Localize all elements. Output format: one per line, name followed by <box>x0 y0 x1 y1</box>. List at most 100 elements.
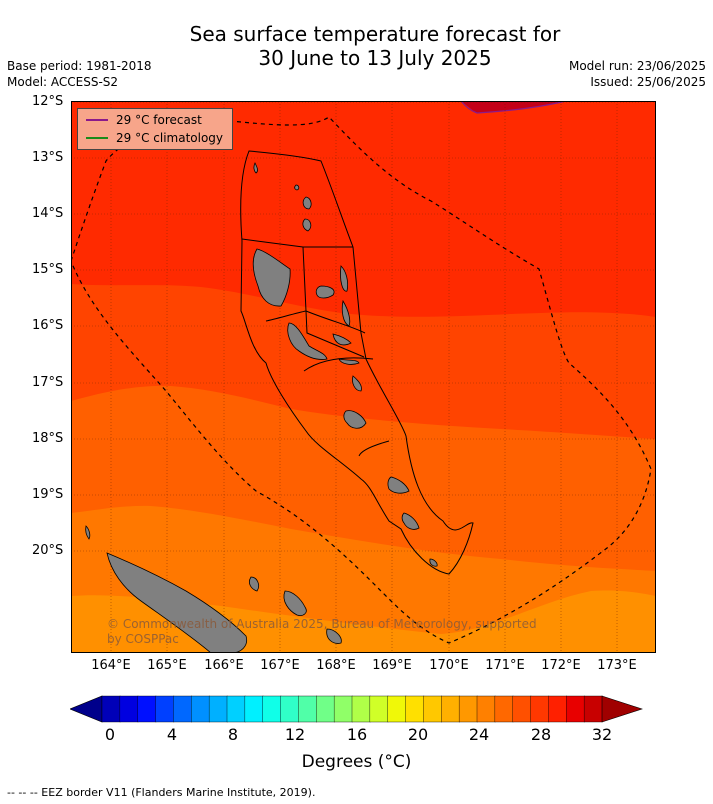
lat-label-18s: 18°S <box>32 431 64 446</box>
title: Sea surface temperature forecast for 30 … <box>0 22 713 70</box>
lon-label-168e: 168°E <box>316 658 356 673</box>
colorbar-tick-0: 0 <box>104 725 116 744</box>
colorbar-extend-high <box>601 695 643 723</box>
island-erromango <box>387 476 410 494</box>
island-espiritu-santo <box>252 248 291 307</box>
landmasses <box>85 162 438 653</box>
colorbar-tick-4: 4 <box>166 725 178 744</box>
legend-climatology-label: 29 °C climatology <box>116 131 224 145</box>
map-frame <box>71 101 656 653</box>
colorbar-swatch <box>119 695 139 723</box>
lon-label-165e: 165°E <box>147 658 187 673</box>
legend-forecast-label: 29 °C forecast <box>116 113 202 127</box>
colorbar-swatch <box>226 695 246 723</box>
title-line-1: Sea surface temperature forecast for <box>189 22 561 46</box>
colorbar-swatch <box>155 695 175 723</box>
lon-label-171e: 171°E <box>485 658 525 673</box>
model-run: Model run: 23/06/2025 <box>568 59 706 73</box>
island-ouvea <box>249 576 259 592</box>
colorbar-swatch <box>173 695 192 723</box>
island-epi <box>338 358 360 365</box>
island-lifou <box>283 590 307 616</box>
model-name: Model: ACCESS-S2 <box>7 75 119 89</box>
island-tanna <box>401 512 420 530</box>
colorbar-swatch <box>244 695 264 723</box>
lon-label-169e: 169°E <box>372 658 412 673</box>
colorbar-extend-low <box>70 695 103 723</box>
colorbar-tick-12: 12 <box>284 725 306 744</box>
base-period: Base period: 1981-2018 <box>7 59 152 73</box>
island-vanua-lava <box>302 196 312 210</box>
colorbar-swatch <box>566 695 585 723</box>
lon-label-167e: 167°E <box>260 658 300 673</box>
colorbar-swatch <box>280 695 300 723</box>
forecast-29c-contour <box>460 101 567 114</box>
island-maewo <box>340 265 349 292</box>
legend-row-climatology: 29 °C climatology <box>86 130 223 146</box>
legend-row-forecast: 29 °C forecast <box>86 112 202 128</box>
colorbar-swatch <box>351 695 371 723</box>
island-belep <box>85 525 91 540</box>
lat-label-16s: 16°S <box>32 318 64 333</box>
colorbar-swatch <box>476 695 496 723</box>
colorbar-swatch <box>405 695 425 723</box>
legend-forecast-swatch <box>86 119 108 121</box>
colorbar-swatch <box>298 695 317 723</box>
title-line-2: 30 June to 13 July 2025 <box>258 46 492 70</box>
colorbar-tick-20: 20 <box>407 725 429 744</box>
island-mare <box>326 628 342 644</box>
colorbar-tick-8: 8 <box>227 725 239 744</box>
island-gaua <box>302 218 312 232</box>
colorbar-swatch <box>316 695 335 723</box>
colorbar-swatch <box>494 695 514 723</box>
lat-label-14s: 14°S <box>32 206 64 221</box>
sst-map <box>71 101 656 653</box>
copyright-line-1: © Commonwealth of Australia 2025, Bureau… <box>107 617 537 631</box>
lon-label-172e: 172°E <box>541 658 581 673</box>
eez-footnote: -- -- -- EEZ border V11 (Flanders Marine… <box>7 786 316 799</box>
metadata-left: Base period: 1981-2018 Model: ACCESS-S2 <box>7 58 152 90</box>
lat-label-17s: 17°S <box>32 375 64 390</box>
colorbar-tick-24: 24 <box>468 725 490 744</box>
issued-date: Issued: 25/06/2025 <box>590 75 706 89</box>
island-torres <box>253 162 258 174</box>
lon-label-164e: 164°E <box>91 658 131 673</box>
colorbar-swatch <box>548 695 567 723</box>
lat-label-13s: 13°S <box>32 150 64 165</box>
lon-label-173e: 173°E <box>597 658 637 673</box>
colorbar-swatch <box>191 695 210 723</box>
colorbar-swatch <box>441 695 460 723</box>
lat-label-20s: 20°S <box>32 543 64 558</box>
colorbar-swatch <box>101 695 121 723</box>
island-malekula <box>287 322 328 360</box>
lon-label-170e: 170°E <box>429 658 469 673</box>
colorbar-swatch <box>583 695 603 723</box>
copyright-notice: © Commonwealth of Australia 2025, Bureau… <box>107 617 547 647</box>
island-new-caledonia <box>106 552 248 653</box>
colorbar-swatch <box>333 695 353 723</box>
lon-label-166e: 166°E <box>204 658 244 673</box>
lat-label-15s: 15°S <box>32 262 64 277</box>
colorbar-swatch <box>262 695 282 723</box>
colorbar-swatch <box>423 695 442 723</box>
lat-label-12s: 12°S <box>32 94 64 109</box>
island-pentecost <box>341 299 351 327</box>
island-ambae <box>315 285 335 299</box>
lat-label-19s: 19°S <box>32 487 64 502</box>
legend-climatology-swatch <box>86 137 108 139</box>
island-efate <box>343 410 367 429</box>
province-boundaries <box>240 150 474 575</box>
colorbar-tick-32: 32 <box>591 725 613 744</box>
colorbar-tick-16: 16 <box>346 725 368 744</box>
colorbar <box>70 695 643 723</box>
colorbar-swatch <box>530 695 550 723</box>
colorbar-swatch <box>208 695 228 723</box>
metadata-right: Model run: 23/06/2025 Issued: 25/06/2025 <box>569 58 706 90</box>
colorbar-unit-label: Degrees (°C) <box>301 752 412 772</box>
colorbar-swatch <box>137 695 157 723</box>
map-legend: 29 °C forecast 29 °C climatology <box>77 108 233 150</box>
island-ambrym <box>332 333 352 346</box>
sst-zone-hottest <box>461 101 566 113</box>
colorbar-swatch <box>512 695 532 723</box>
colorbar-tick-28: 28 <box>530 725 552 744</box>
